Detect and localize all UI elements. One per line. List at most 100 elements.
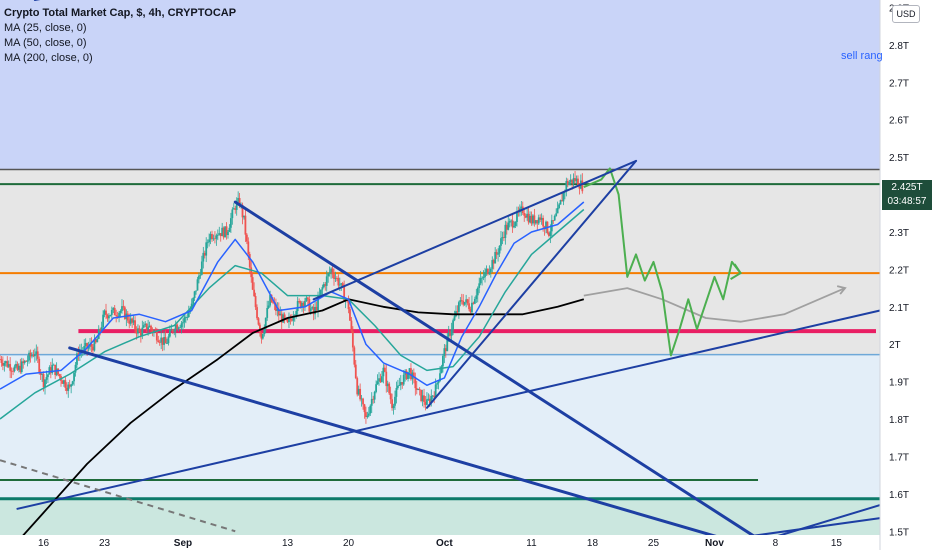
candle-body	[259, 324, 261, 333]
candle-body	[363, 404, 366, 413]
candle-body	[552, 220, 555, 222]
candle-body	[279, 313, 282, 316]
candle-body	[510, 220, 513, 222]
x-tick-label: Sep	[174, 538, 192, 549]
candle-body	[298, 301, 301, 302]
green-arrowhead	[730, 263, 743, 280]
candle-body	[87, 346, 90, 349]
candle-body	[134, 320, 136, 330]
candle-body	[487, 268, 489, 275]
candle-body	[48, 367, 51, 375]
candle-body	[99, 329, 102, 331]
candle-body	[431, 395, 434, 397]
x-tick-label: Oct	[436, 538, 453, 549]
candle-body	[263, 328, 266, 335]
candle-body	[439, 373, 441, 382]
candle-body	[161, 337, 164, 345]
candle-body	[132, 320, 135, 323]
candle-body	[456, 311, 459, 312]
candle-body	[581, 180, 584, 192]
candle-body	[410, 368, 412, 380]
candle-body	[103, 310, 106, 315]
candle-body	[106, 314, 109, 319]
candle-body	[155, 331, 158, 341]
candle-body	[379, 378, 382, 382]
candle-body	[457, 302, 460, 312]
trendline-falling-line-1	[233, 200, 777, 550]
currency-button[interactable]: USD	[892, 5, 920, 23]
price-axis	[880, 0, 932, 550]
candle-body	[421, 395, 424, 402]
candle-body	[463, 301, 466, 305]
y-tick-label: 1.7T	[889, 452, 909, 463]
candle-body	[52, 364, 55, 366]
candle-body	[548, 232, 550, 236]
candle-body	[31, 355, 33, 357]
projection-grey-path	[583, 287, 846, 323]
legend-ma200[interactable]: MA (200, close, 0)	[4, 52, 93, 64]
candle-body	[420, 389, 423, 402]
candle-body	[449, 332, 452, 336]
candle-body	[443, 348, 446, 356]
chart-legend: Crypto Total Market Cap, $, 4h, CRYPTOCA…	[4, 6, 236, 66]
candle-body	[288, 318, 290, 323]
candle-body	[360, 398, 363, 400]
candle-body	[354, 364, 357, 379]
candle-body	[459, 300, 462, 303]
candle-body	[321, 287, 324, 290]
candle-body	[504, 224, 507, 239]
y-tick-label: 2.7T	[889, 78, 909, 89]
candle-body	[407, 372, 409, 379]
legend-ma50[interactable]: MA (50, close, 0)	[4, 37, 87, 49]
y-tick-label: 1.8T	[889, 415, 909, 426]
candle-body	[260, 332, 263, 339]
candle-body	[325, 276, 328, 286]
candle-body	[110, 309, 113, 315]
candle-body	[526, 213, 529, 218]
y-tick-label: 1.6T	[889, 490, 909, 501]
candle-body	[532, 215, 534, 224]
candle-body	[424, 401, 427, 405]
candle-body	[314, 306, 317, 315]
legend-ma25[interactable]: MA (25, close, 0)	[4, 22, 87, 34]
x-tick-label: 11	[526, 538, 537, 549]
candle-body	[163, 337, 165, 345]
candle-body	[224, 226, 226, 238]
candle-body	[370, 398, 373, 406]
candle-body	[465, 299, 468, 302]
candle-body	[296, 301, 299, 312]
candle-body	[475, 295, 478, 300]
candle-body	[452, 320, 454, 330]
candle-body	[306, 297, 309, 299]
candle-body	[231, 209, 234, 219]
candle-body	[317, 296, 319, 311]
candle-body	[365, 412, 367, 418]
candle-body	[383, 367, 386, 372]
candle-body	[32, 355, 35, 357]
candle-body	[237, 198, 240, 202]
candle-body	[169, 329, 171, 337]
candle-body	[93, 339, 96, 351]
candle-body	[482, 277, 485, 279]
candle-body	[495, 252, 498, 255]
candle-body	[144, 323, 147, 326]
candle-body	[254, 296, 257, 308]
candle-body	[109, 314, 112, 317]
candle-body	[214, 238, 216, 240]
candle-body	[335, 277, 338, 279]
candle-body	[131, 318, 134, 323]
last-price-badge: 2.425T 03:48:57	[882, 180, 932, 210]
y-tick-label: 2.3T	[889, 228, 909, 239]
candle-body	[460, 300, 463, 301]
candle-body	[198, 275, 200, 280]
candle-body	[500, 238, 502, 246]
candle-body	[450, 329, 453, 336]
candle-body	[257, 318, 260, 325]
candle-body	[553, 215, 556, 221]
candle-body	[324, 284, 327, 286]
candle-body	[248, 253, 251, 268]
candle-body	[128, 320, 131, 324]
candle-body	[221, 227, 224, 237]
candle-body	[55, 368, 58, 376]
